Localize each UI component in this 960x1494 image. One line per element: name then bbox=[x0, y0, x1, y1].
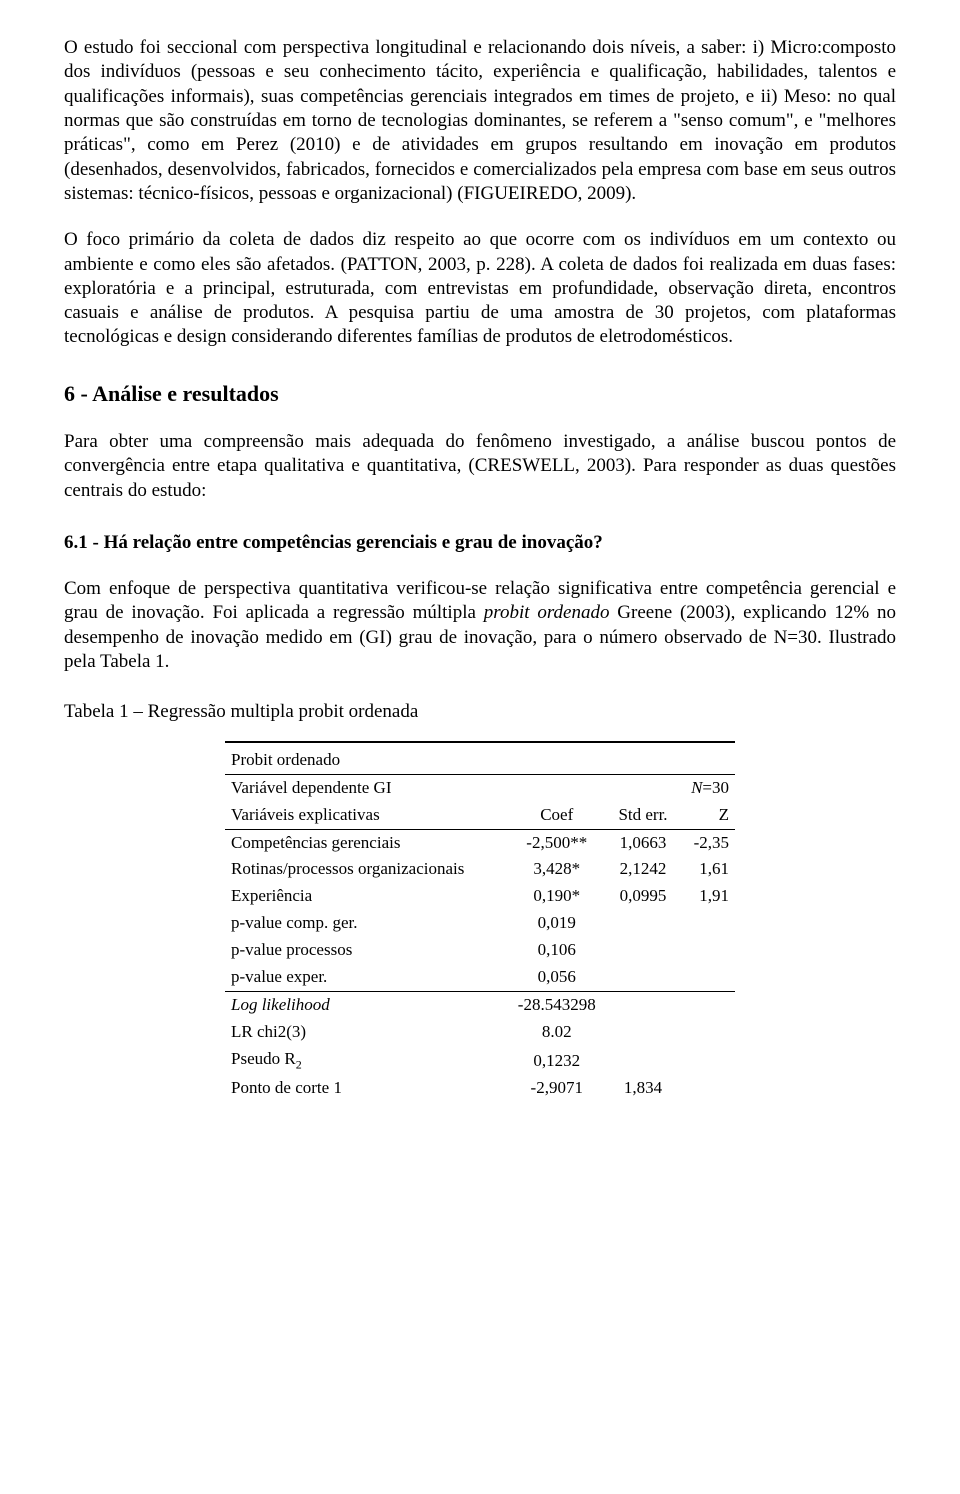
subsection-heading-6-1: 6.1 - Há relação entre competências gere… bbox=[64, 531, 896, 555]
row-z: 1,61 bbox=[678, 856, 735, 883]
row-z bbox=[678, 964, 735, 991]
row-label: Rotinas/processos organizacionais bbox=[225, 856, 505, 883]
table-title: Probit ordenado bbox=[225, 742, 735, 774]
row-coef: 0,056 bbox=[505, 964, 608, 991]
table-wrap: Probit ordenado Variável dependente GI N… bbox=[64, 741, 896, 1102]
col-coef: Coef bbox=[505, 802, 608, 829]
footer-coef: 8.02 bbox=[505, 1019, 608, 1046]
row-z: -2,35 bbox=[678, 829, 735, 856]
col-se: Std err. bbox=[608, 802, 678, 829]
row-label: p-value processos bbox=[225, 937, 505, 964]
row-z: 1,91 bbox=[678, 883, 735, 910]
n-cell: N=30 bbox=[678, 774, 735, 801]
footer-coef: 0,1232 bbox=[505, 1046, 608, 1075]
paragraph-4: Com enfoque de perspectiva quantitativa … bbox=[64, 577, 896, 674]
row-z bbox=[678, 937, 735, 964]
row-coef: 3,428* bbox=[505, 856, 608, 883]
table-caption: Tabela 1 – Regressão multipla probit ord… bbox=[64, 700, 896, 724]
footer-se: 1,834 bbox=[608, 1075, 678, 1102]
row-se: 2,1242 bbox=[608, 856, 678, 883]
row-coef: 0,019 bbox=[505, 910, 608, 937]
regression-table: Probit ordenado Variável dependente GI N… bbox=[225, 741, 735, 1102]
row-label: p-value comp. ger. bbox=[225, 910, 505, 937]
row-se: 1,0663 bbox=[608, 829, 678, 856]
n-value: =30 bbox=[702, 778, 729, 797]
row-se bbox=[608, 910, 678, 937]
paragraph-1: O estudo foi seccional com perspectiva l… bbox=[64, 36, 896, 206]
row-z bbox=[678, 910, 735, 937]
row-se bbox=[608, 964, 678, 991]
footer-label: Ponto de corte 1 bbox=[225, 1075, 505, 1102]
footer-label: Log likelihood bbox=[225, 992, 505, 1019]
expl-header: Variáveis explicativas bbox=[225, 802, 505, 829]
row-coef: 0,106 bbox=[505, 937, 608, 964]
footer-label: Pseudo R2 bbox=[225, 1046, 505, 1075]
row-label: Experiência bbox=[225, 883, 505, 910]
page: O estudo foi seccional com perspectiva l… bbox=[0, 0, 960, 1142]
paragraph-2: O foco primário da coleta de dados diz r… bbox=[64, 228, 896, 350]
row-label: p-value exper. bbox=[225, 964, 505, 991]
col-z: Z bbox=[678, 802, 735, 829]
depvar-label: Variável dependente GI bbox=[225, 774, 505, 801]
row-label: Competências gerenciais bbox=[225, 829, 505, 856]
paragraph-3: Para obter uma compreensão mais adequada… bbox=[64, 430, 896, 503]
row-coef: 0,190* bbox=[505, 883, 608, 910]
row-coef: -2,500** bbox=[505, 829, 608, 856]
row-se: 0,0995 bbox=[608, 883, 678, 910]
footer-coef: -28.543298 bbox=[505, 992, 608, 1019]
row-se bbox=[608, 937, 678, 964]
paragraph-4-italic: probit ordenado bbox=[484, 602, 610, 623]
footer-label: LR chi2(3) bbox=[225, 1019, 505, 1046]
footer-coef: -2,9071 bbox=[505, 1075, 608, 1102]
n-label: N bbox=[691, 778, 702, 797]
section-heading-6: 6 - Análise e resultados bbox=[64, 380, 896, 408]
